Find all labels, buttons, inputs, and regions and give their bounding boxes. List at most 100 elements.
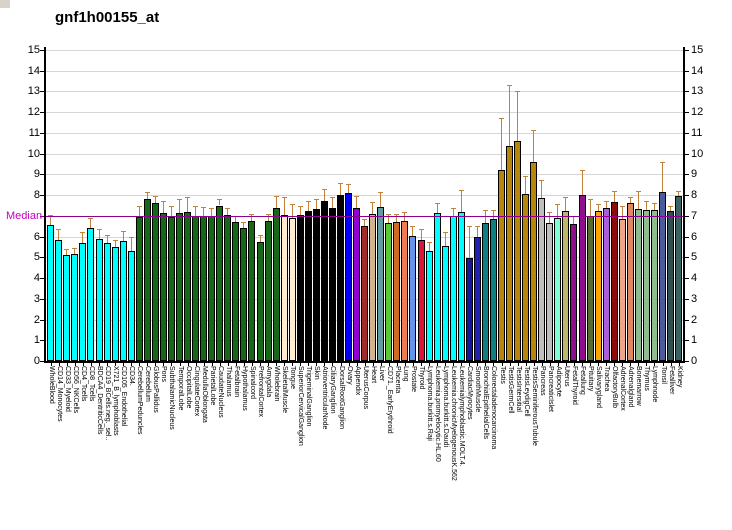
x-axis-tick <box>131 363 133 366</box>
error-whisker-cap <box>386 213 392 215</box>
error-whisker <box>597 204 599 211</box>
error-whisker <box>283 197 285 215</box>
x-axis-tick <box>437 363 439 366</box>
error-whisker-cap <box>354 196 360 198</box>
bar <box>393 222 401 361</box>
y-axis-tick-right <box>685 132 689 134</box>
bar <box>200 215 208 361</box>
bar <box>192 215 200 361</box>
error-whisker-cap <box>281 197 287 199</box>
x-axis-tick <box>670 363 672 366</box>
y-axis-tick-right <box>685 278 689 280</box>
error-whisker-cap <box>201 206 207 208</box>
x-axis-tick <box>477 363 479 366</box>
x-axis-tick <box>74 363 76 366</box>
error-whisker-cap <box>619 205 625 207</box>
y-axis-tick-right <box>685 50 689 51</box>
x-axis-tick <box>235 363 237 366</box>
error-whisker-cap <box>72 248 78 249</box>
x-tick-label: Spinalcord <box>248 366 256 400</box>
error-whisker <box>621 205 623 219</box>
x-tick-label: CD4_Tcells <box>79 366 87 402</box>
bar <box>345 193 353 361</box>
x-axis-tick <box>549 363 551 366</box>
error-whisker <box>331 197 333 208</box>
grid-line <box>46 50 683 51</box>
y-tick-label-left: 6 <box>33 230 40 243</box>
y-tick-label-left: 3 <box>33 292 40 305</box>
bar <box>385 223 393 361</box>
x-axis-tick <box>445 363 447 366</box>
y-axis-tick-left <box>40 340 44 342</box>
error-whisker-cap <box>378 192 384 194</box>
bar <box>538 198 546 361</box>
error-whisker <box>50 214 52 226</box>
error-whisker <box>170 205 172 217</box>
bar <box>240 228 248 361</box>
error-whisker-cap <box>193 205 199 207</box>
y-tick-label-right: 7 <box>691 209 698 222</box>
bar <box>167 216 175 361</box>
error-whisker-cap <box>515 91 521 93</box>
error-whisker-cap <box>643 201 649 203</box>
x-tick-label: Ovary <box>345 366 353 385</box>
y-axis-tick-left <box>40 112 44 114</box>
error-whisker <box>307 201 309 211</box>
error-whisker-cap <box>410 226 416 228</box>
error-whisker <box>525 176 527 195</box>
error-whisker-cap <box>499 118 504 120</box>
bar <box>361 226 369 361</box>
error-whisker-cap <box>579 170 585 172</box>
median-line <box>46 215 683 217</box>
error-whisker <box>501 118 502 171</box>
x-tick-label: Amygdala <box>265 366 273 398</box>
x-tick-label: MedullaOblongata <box>200 366 208 423</box>
x-tick-label: TestisLeydigCell <box>522 366 530 417</box>
error-whisker-cap <box>635 190 641 192</box>
error-whisker-cap <box>394 213 400 215</box>
x-axis <box>44 361 685 363</box>
x-tick-label: Testis <box>498 366 506 384</box>
bar <box>578 195 586 361</box>
y-tick-label-right: 1 <box>691 334 698 347</box>
y-axis-tick-right <box>685 257 689 259</box>
x-axis-tick <box>614 363 616 366</box>
error-whisker <box>82 232 84 243</box>
chart-title: gnf1h00155_at <box>55 9 160 26</box>
x-tick-label: Heart <box>369 366 377 384</box>
bar <box>675 196 683 361</box>
bar <box>79 242 87 361</box>
y-axis-tick-right <box>685 215 689 217</box>
x-axis-tick <box>147 363 149 366</box>
x-tick-label: Thalamus <box>224 366 232 397</box>
x-axis-tick <box>348 363 350 366</box>
error-whisker <box>74 248 76 255</box>
x-axis-tick <box>654 363 656 366</box>
error-whisker <box>372 202 374 214</box>
error-whisker-cap <box>64 249 70 251</box>
error-whisker <box>323 188 325 202</box>
median-label: Median <box>6 209 43 222</box>
error-whisker <box>629 197 631 204</box>
error-whisker-cap <box>56 229 62 231</box>
x-tick-label: OlfactoryBulb <box>611 366 619 409</box>
x-axis-tick <box>82 363 84 366</box>
error-whisker-cap <box>112 239 118 241</box>
error-whisker <box>267 213 269 222</box>
error-whisker <box>533 129 535 162</box>
x-axis-tick <box>469 363 471 366</box>
bar <box>216 205 224 361</box>
error-whisker <box>557 204 559 218</box>
x-tick-label: Pancreas <box>538 366 546 396</box>
x-tick-label: CiliaryGanglion <box>329 366 337 414</box>
bar <box>586 215 594 361</box>
x-tick-label: CingulateCortex <box>192 366 200 417</box>
error-whisker-cap <box>329 197 335 199</box>
bar <box>151 203 159 361</box>
x-tick-label: Uterus <box>562 366 570 387</box>
x-axis-tick <box>260 363 261 366</box>
error-whisker-cap <box>370 202 376 204</box>
x-axis-tick <box>340 363 342 366</box>
x-tick-label: PancreaticIslet <box>546 366 554 412</box>
x-tick-label: Wholebrain <box>273 366 281 402</box>
